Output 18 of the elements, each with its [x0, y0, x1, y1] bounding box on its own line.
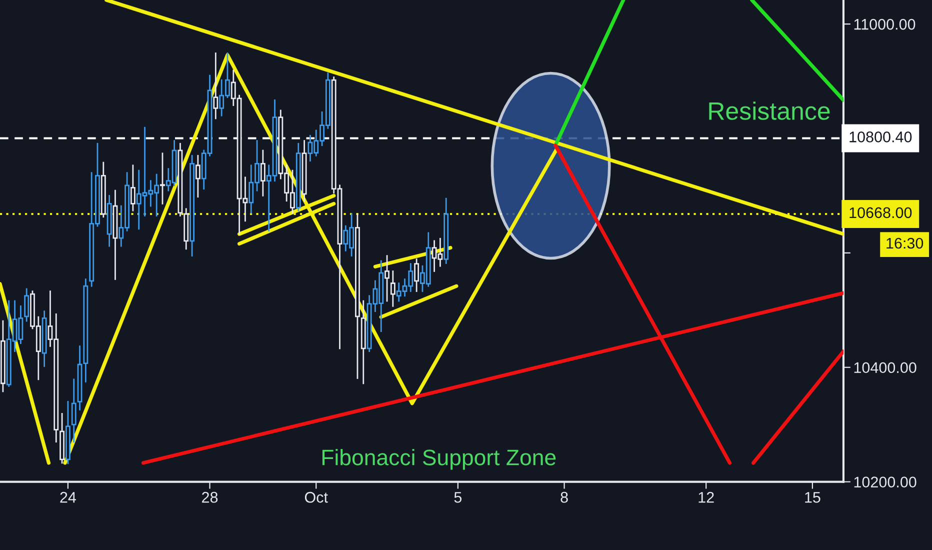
- text: 16:30: [886, 238, 924, 249]
- x-tick-label: Oct: [304, 492, 328, 503]
- x-tick-label: 5: [454, 492, 462, 503]
- y-tick-label: 10200.00: [854, 476, 916, 488]
- y-tick-label: 10400.00: [854, 362, 916, 374]
- x-tick-label: 15: [805, 492, 820, 503]
- y-tick-label: 11000.00: [854, 18, 916, 30]
- ref-line-label: 10800.40: [850, 132, 912, 142]
- x-tick-label: 28: [202, 492, 218, 503]
- candlestick: [77, 345, 82, 410]
- x-tick-label: 12: [698, 492, 714, 503]
- candlestick: [71, 378, 76, 442]
- annotation: Resistance: [709, 102, 830, 120]
- annotation: Fibonacci Support Zone: [322, 449, 556, 470]
- ref-line-label: 10668.00: [850, 207, 912, 218]
- x-tick-label: 8: [560, 492, 568, 503]
- x-tick-label: 24: [60, 492, 76, 503]
- candlestick: [83, 278, 88, 382]
